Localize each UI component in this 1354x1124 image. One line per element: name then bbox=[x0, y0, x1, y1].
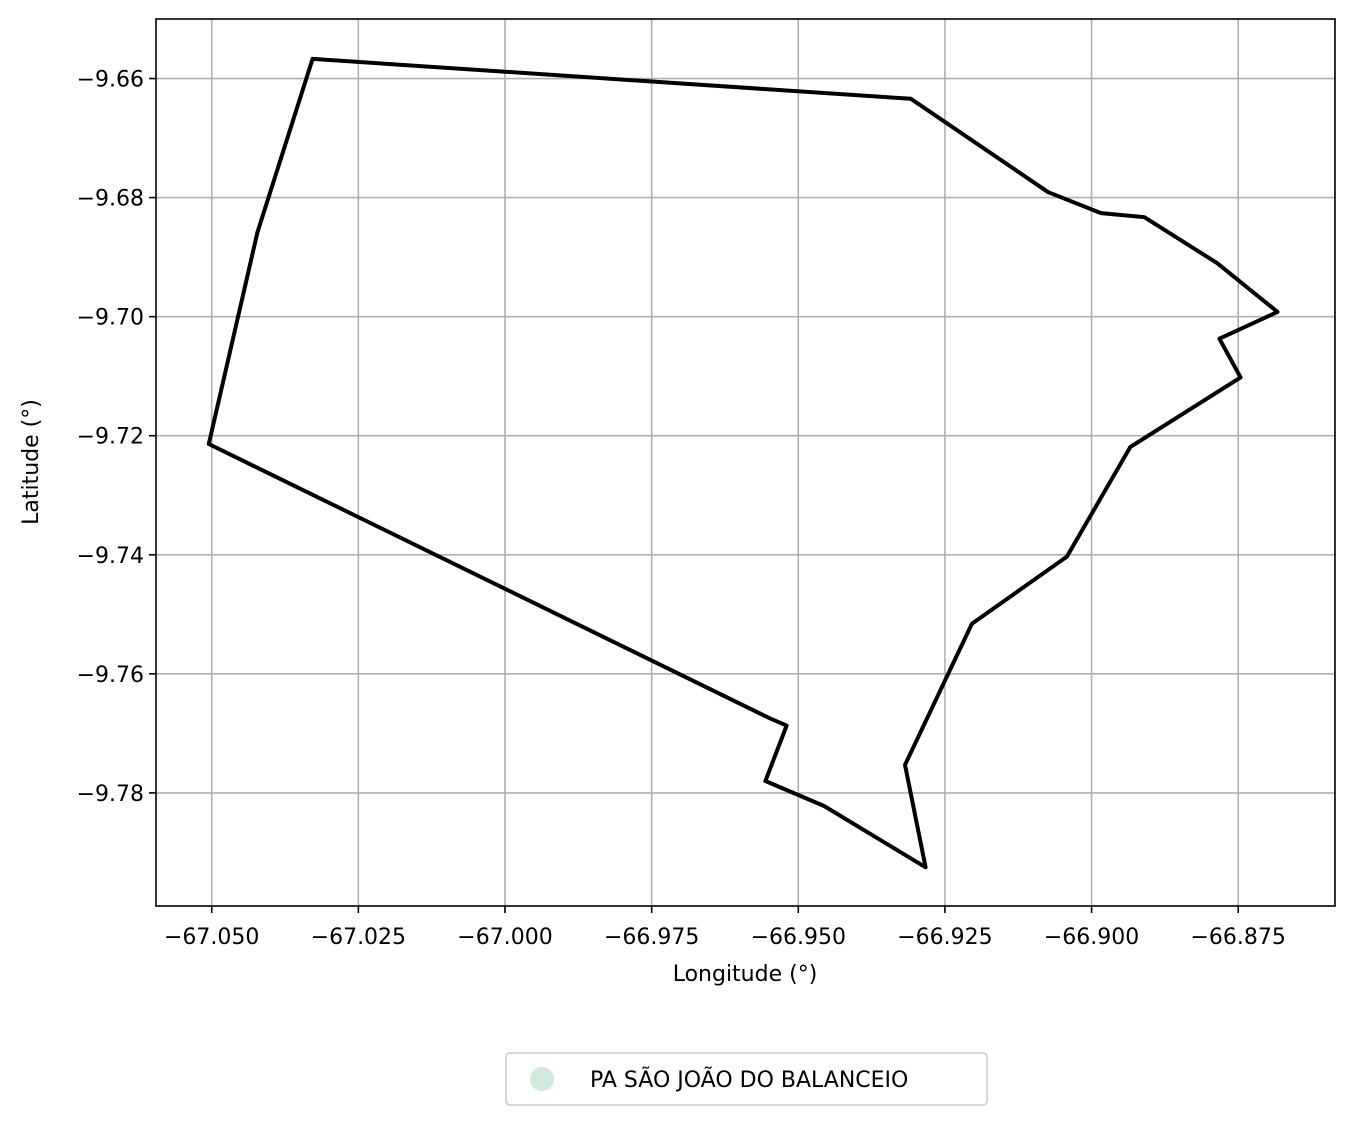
y-tick-label: −9.78 bbox=[77, 782, 144, 807]
x-tick-label: −66.925 bbox=[897, 925, 992, 950]
x-tick-label: −66.950 bbox=[751, 925, 846, 950]
legend: PA SÃO JOÃO DO BALANCEIO bbox=[505, 1052, 988, 1106]
x-tick-label: −66.900 bbox=[1044, 925, 1139, 950]
polygon-layer bbox=[206, 56, 1280, 870]
y-tick-label: −9.70 bbox=[77, 306, 144, 331]
x-tick-label: −66.875 bbox=[1191, 925, 1286, 950]
grid bbox=[156, 19, 1335, 906]
legend-box bbox=[505, 1052, 988, 1106]
y-tick-label: −9.66 bbox=[77, 68, 144, 93]
y-tick-label: −9.76 bbox=[77, 663, 144, 688]
x-tick-label: −67.050 bbox=[164, 925, 259, 950]
x-tick-label: −67.000 bbox=[457, 925, 552, 950]
legend-marker bbox=[530, 1067, 554, 1091]
plot-frame bbox=[155, 18, 1336, 907]
polygon-boundary bbox=[206, 56, 1280, 870]
legend-label: PA SÃO JOÃO DO BALANCEIO bbox=[590, 1066, 908, 1093]
y-axis-label: Latitude (°) bbox=[19, 399, 44, 525]
x-axis-label: Longitude (°) bbox=[673, 962, 818, 987]
y-tick-label: −9.68 bbox=[77, 187, 144, 212]
x-tick-label: −67.025 bbox=[311, 925, 406, 950]
x-tick-label: −66.975 bbox=[604, 925, 699, 950]
ticks: −67.050 −67.025 −67.000 −66.975 −66.950 −66.9… bbox=[77, 68, 1286, 950]
y-tick-label: −9.74 bbox=[77, 544, 144, 569]
y-tick-label: −9.72 bbox=[77, 425, 144, 450]
